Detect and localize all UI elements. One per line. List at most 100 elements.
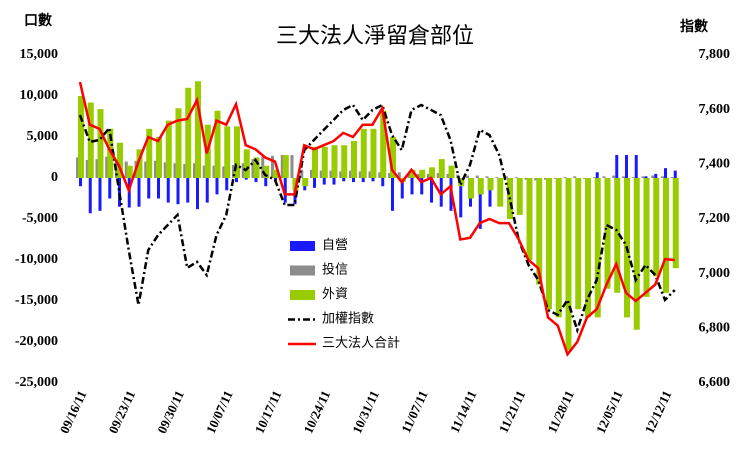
bar bbox=[653, 178, 660, 277]
bar bbox=[329, 170, 333, 178]
bar bbox=[251, 159, 255, 178]
bar bbox=[271, 155, 274, 178]
bar bbox=[313, 178, 316, 188]
y2-axis-label: 指數 bbox=[680, 18, 708, 35]
bar bbox=[378, 172, 382, 178]
bar bbox=[175, 108, 182, 178]
bar bbox=[391, 178, 394, 211]
bar bbox=[663, 178, 669, 293]
bar bbox=[136, 149, 143, 178]
bar bbox=[322, 178, 326, 185]
bar bbox=[419, 169, 426, 178]
bar bbox=[625, 155, 628, 178]
y-tick-label: 0 bbox=[51, 170, 58, 185]
bar bbox=[349, 170, 352, 178]
bar bbox=[524, 178, 528, 180]
bar bbox=[602, 176, 606, 178]
bar bbox=[488, 178, 492, 207]
y-tick-label: 15,000 bbox=[20, 47, 59, 62]
bar bbox=[146, 128, 153, 178]
bar bbox=[95, 159, 99, 178]
bar bbox=[224, 126, 231, 178]
bar bbox=[342, 178, 346, 182]
bar bbox=[615, 155, 619, 178]
legend-swatch bbox=[290, 265, 315, 276]
bar bbox=[448, 165, 455, 178]
bar bbox=[430, 178, 433, 203]
bar bbox=[98, 178, 102, 211]
bar bbox=[215, 178, 219, 195]
bar bbox=[79, 178, 82, 187]
bar bbox=[546, 178, 552, 310]
bar bbox=[225, 178, 229, 191]
bar bbox=[534, 178, 538, 181]
bar bbox=[585, 178, 591, 318]
bar bbox=[555, 178, 562, 318]
bar bbox=[117, 142, 123, 178]
bar bbox=[76, 157, 79, 178]
bar bbox=[409, 169, 416, 178]
bar bbox=[544, 178, 547, 180]
bar bbox=[397, 172, 401, 178]
line-series bbox=[78, 81, 675, 357]
bar bbox=[156, 137, 162, 178]
bar bbox=[163, 162, 167, 178]
bar bbox=[575, 178, 582, 310]
bar bbox=[370, 128, 377, 178]
bar bbox=[243, 149, 250, 178]
bar bbox=[193, 163, 196, 178]
bar bbox=[380, 110, 387, 178]
y-tick-label: -5,000 bbox=[22, 211, 58, 226]
bar bbox=[196, 178, 199, 210]
bar bbox=[438, 159, 445, 178]
bar bbox=[594, 178, 601, 318]
bar bbox=[88, 178, 92, 214]
legend-label: 外資 bbox=[322, 286, 348, 301]
bar bbox=[85, 159, 89, 178]
x-tick-label: 10/17/11 bbox=[252, 388, 285, 436]
legend-label: 三大法人合計 bbox=[322, 335, 400, 350]
bar bbox=[105, 156, 109, 178]
bar bbox=[573, 176, 577, 178]
bar bbox=[183, 164, 187, 178]
bar bbox=[643, 178, 650, 297]
bar bbox=[263, 165, 270, 178]
bar bbox=[641, 176, 645, 178]
bar bbox=[407, 173, 411, 178]
bar bbox=[595, 172, 599, 178]
bar bbox=[417, 173, 421, 178]
bar bbox=[468, 178, 474, 199]
y2-tick-label: 7,200 bbox=[699, 211, 731, 226]
bar bbox=[477, 178, 484, 195]
bar bbox=[321, 146, 328, 178]
bar bbox=[514, 177, 518, 178]
bar bbox=[661, 176, 664, 178]
bar bbox=[165, 120, 172, 178]
y2-tick-label: 7,800 bbox=[699, 47, 731, 62]
bar bbox=[241, 163, 245, 178]
bar bbox=[614, 178, 621, 293]
legend-swatch bbox=[290, 290, 315, 300]
bar bbox=[622, 176, 625, 178]
bar bbox=[358, 171, 362, 178]
bar bbox=[466, 175, 469, 178]
bar bbox=[563, 177, 567, 178]
bar bbox=[427, 173, 430, 178]
bar bbox=[118, 178, 121, 207]
x-tick-label: 11/14/11 bbox=[447, 388, 480, 435]
bar bbox=[429, 167, 435, 178]
y2-tick-label: 6,800 bbox=[699, 321, 731, 336]
y-tick-label: 10,000 bbox=[20, 88, 59, 103]
y-tick-label: 5,000 bbox=[27, 129, 59, 144]
bar bbox=[108, 178, 112, 199]
bar bbox=[361, 178, 365, 183]
legend-label: 投信 bbox=[322, 261, 348, 276]
x-tick-label: 10/31/11 bbox=[349, 388, 382, 436]
bar bbox=[232, 164, 235, 178]
bar bbox=[280, 155, 284, 178]
bar bbox=[505, 176, 508, 178]
bar bbox=[664, 168, 667, 178]
bar bbox=[410, 178, 414, 195]
bar bbox=[261, 156, 265, 178]
